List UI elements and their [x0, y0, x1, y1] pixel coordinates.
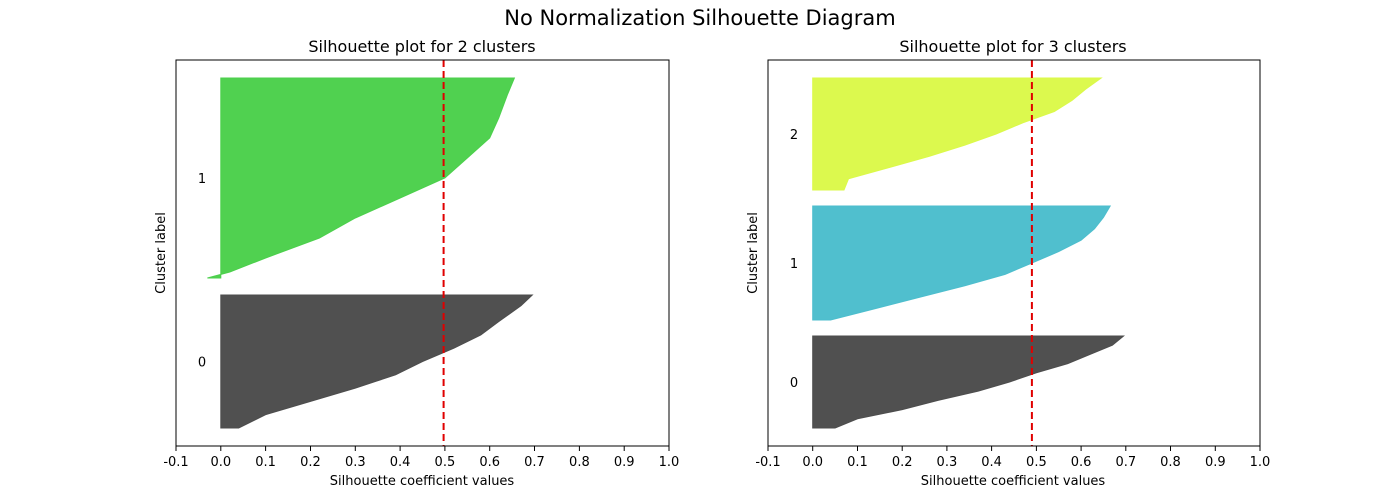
- x-tick-label: 0.9: [614, 455, 635, 470]
- x-tick-label: 0.8: [1160, 455, 1181, 470]
- plot-frame: [767, 59, 1261, 447]
- x-tick-label: 0.1: [255, 455, 276, 470]
- cluster-label: 0: [198, 356, 206, 371]
- silhouette-panel-2-clusters: Silhouette plot for 2 clusters 0 1 -0.1 0.…: [154, 37, 679, 489]
- cluster-1-silhouette-area: [812, 205, 1112, 321]
- figure-title: No Normalization Silhouette Diagram: [504, 6, 895, 30]
- x-tick-label: 0.6: [479, 455, 500, 470]
- panel-title: Silhouette plot for 2 clusters: [308, 37, 535, 56]
- y-axis-label: Cluster label: [746, 212, 761, 294]
- x-tick-label: 0.6: [1071, 455, 1092, 470]
- cluster-label: 2: [790, 128, 798, 143]
- x-tick-label: 0.5: [1026, 455, 1047, 470]
- x-tick-label: 0.7: [524, 455, 545, 470]
- cluster-0-silhouette-area: [220, 294, 534, 429]
- x-tick-label: 0.3: [937, 455, 958, 470]
- plot-frame: [175, 59, 670, 447]
- x-tick-label: -0.1: [755, 455, 780, 470]
- x-tick-label: 1.0: [1250, 455, 1271, 470]
- x-tick-label: 0.8: [569, 455, 590, 470]
- panel-title: Silhouette plot for 3 clusters: [899, 37, 1126, 56]
- x-tick-label: 1.0: [659, 455, 680, 470]
- x-tick-label: 0.1: [847, 455, 868, 470]
- x-tick-label: -0.1: [163, 455, 188, 470]
- silhouette-panel-3-clusters: Silhouette plot for 3 clusters 0 1 2 -0.1 0…: [746, 37, 1270, 489]
- x-tick-label: 0.4: [981, 455, 1002, 470]
- x-tick-label: 0.2: [300, 455, 321, 470]
- x-tick-label: 0.7: [1115, 455, 1136, 470]
- x-axis-label: Silhouette coefficient values: [330, 474, 515, 489]
- x-tick-label: 0.4: [390, 455, 411, 470]
- x-tick-label: 0.5: [435, 455, 456, 470]
- y-axis-label: Cluster label: [154, 212, 169, 294]
- cluster-label: 1: [198, 172, 206, 187]
- cluster-1-silhouette-area: [207, 77, 516, 279]
- cluster-2-silhouette-area: [812, 77, 1103, 191]
- x-tick-label: 0.9: [1205, 455, 1226, 470]
- cluster-label: 1: [790, 257, 798, 272]
- cluster-label: 0: [790, 376, 798, 391]
- x-tick-label: 0.0: [210, 455, 231, 470]
- x-tick-label: 0.3: [345, 455, 366, 470]
- x-tick-label: 0.2: [892, 455, 913, 470]
- cluster-0-silhouette-area: [812, 335, 1125, 429]
- x-tick-label: 0.0: [802, 455, 823, 470]
- x-axis-label: Silhouette coefficient values: [921, 474, 1106, 489]
